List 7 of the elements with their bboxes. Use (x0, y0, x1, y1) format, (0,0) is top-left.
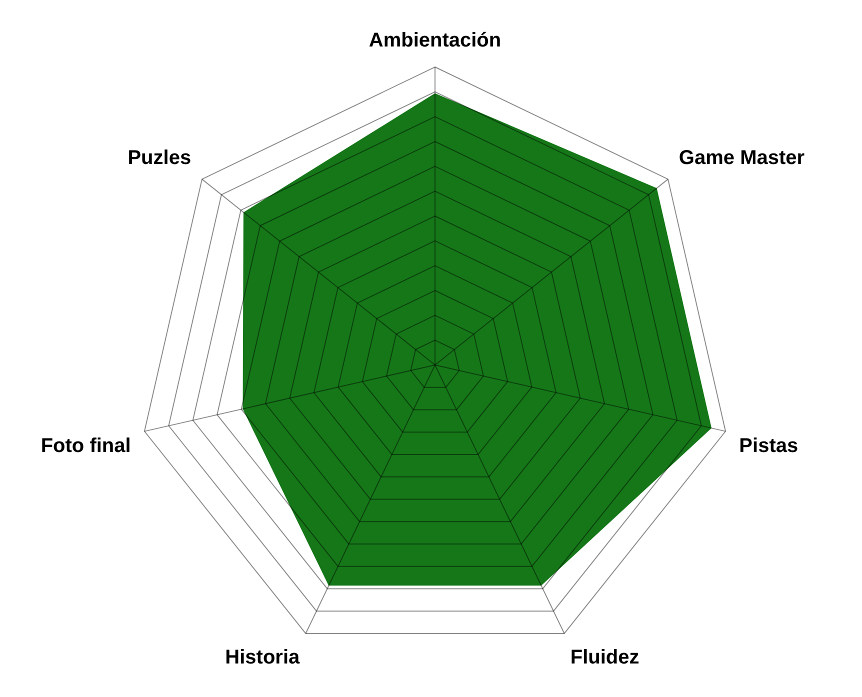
spoke-label: Game Master (678, 146, 805, 169)
spoke-label: Ambientación (368, 30, 502, 52)
spoke-label: Fluidez (570, 646, 640, 669)
spoke-label: Puzles (128, 146, 192, 169)
spoke-label: Historia (225, 646, 300, 669)
spoke-label: Foto final (40, 434, 131, 457)
spoke-label: Pistas (739, 434, 798, 457)
